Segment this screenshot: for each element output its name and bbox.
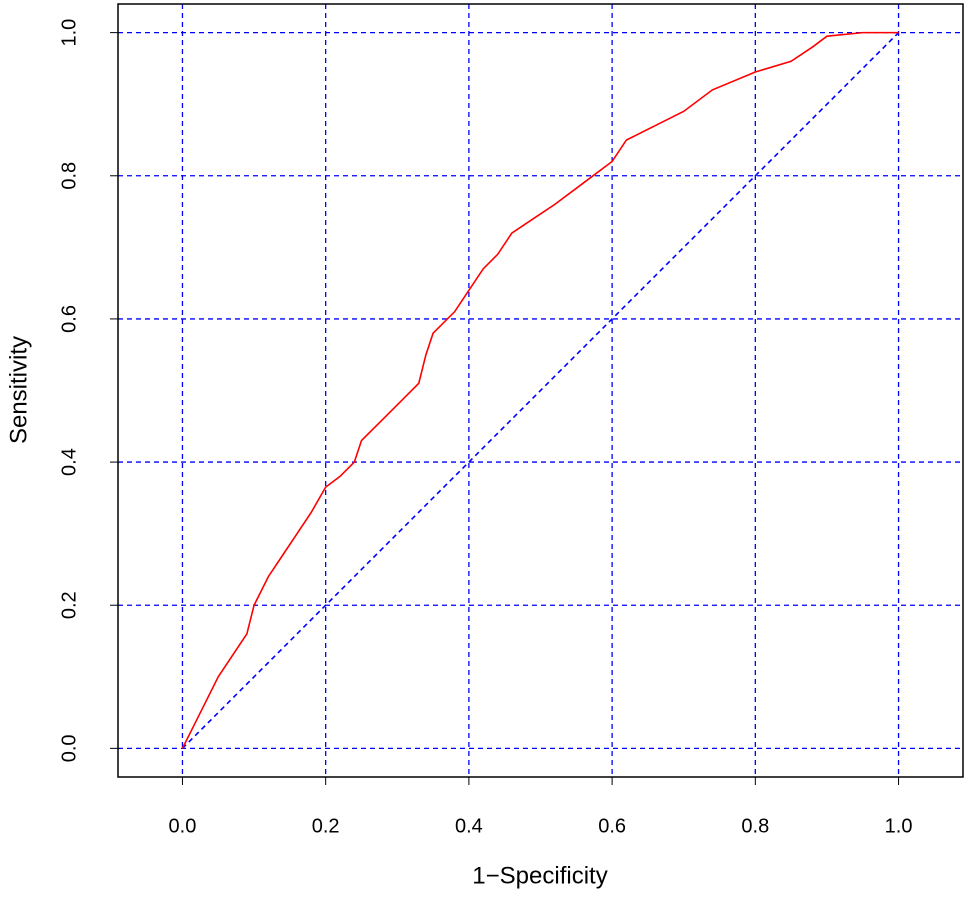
x-tick-label: 0.8 [741,815,769,837]
x-tick-label: 1.0 [885,815,913,837]
x-tick-label: 0.2 [312,815,340,837]
y-axis-title: Sensitivity [5,336,32,444]
x-tick-label: 0.0 [169,815,197,837]
y-tick-label: 0.0 [58,734,80,762]
y-tick-label: 0.2 [58,591,80,619]
y-tick-label: 1.0 [58,19,80,47]
x-tick-label: 0.6 [598,815,626,837]
plot-frame [117,3,964,778]
reference-line [181,32,900,749]
x-tick-label: 0.4 [455,815,483,837]
roc-curve [181,31,899,749]
x-axis-title: 1−Specificity [472,862,607,889]
y-tick-label: 0.8 [58,162,80,190]
y-tick-label: 0.4 [58,448,80,476]
y-tick-label: 0.6 [58,305,80,333]
